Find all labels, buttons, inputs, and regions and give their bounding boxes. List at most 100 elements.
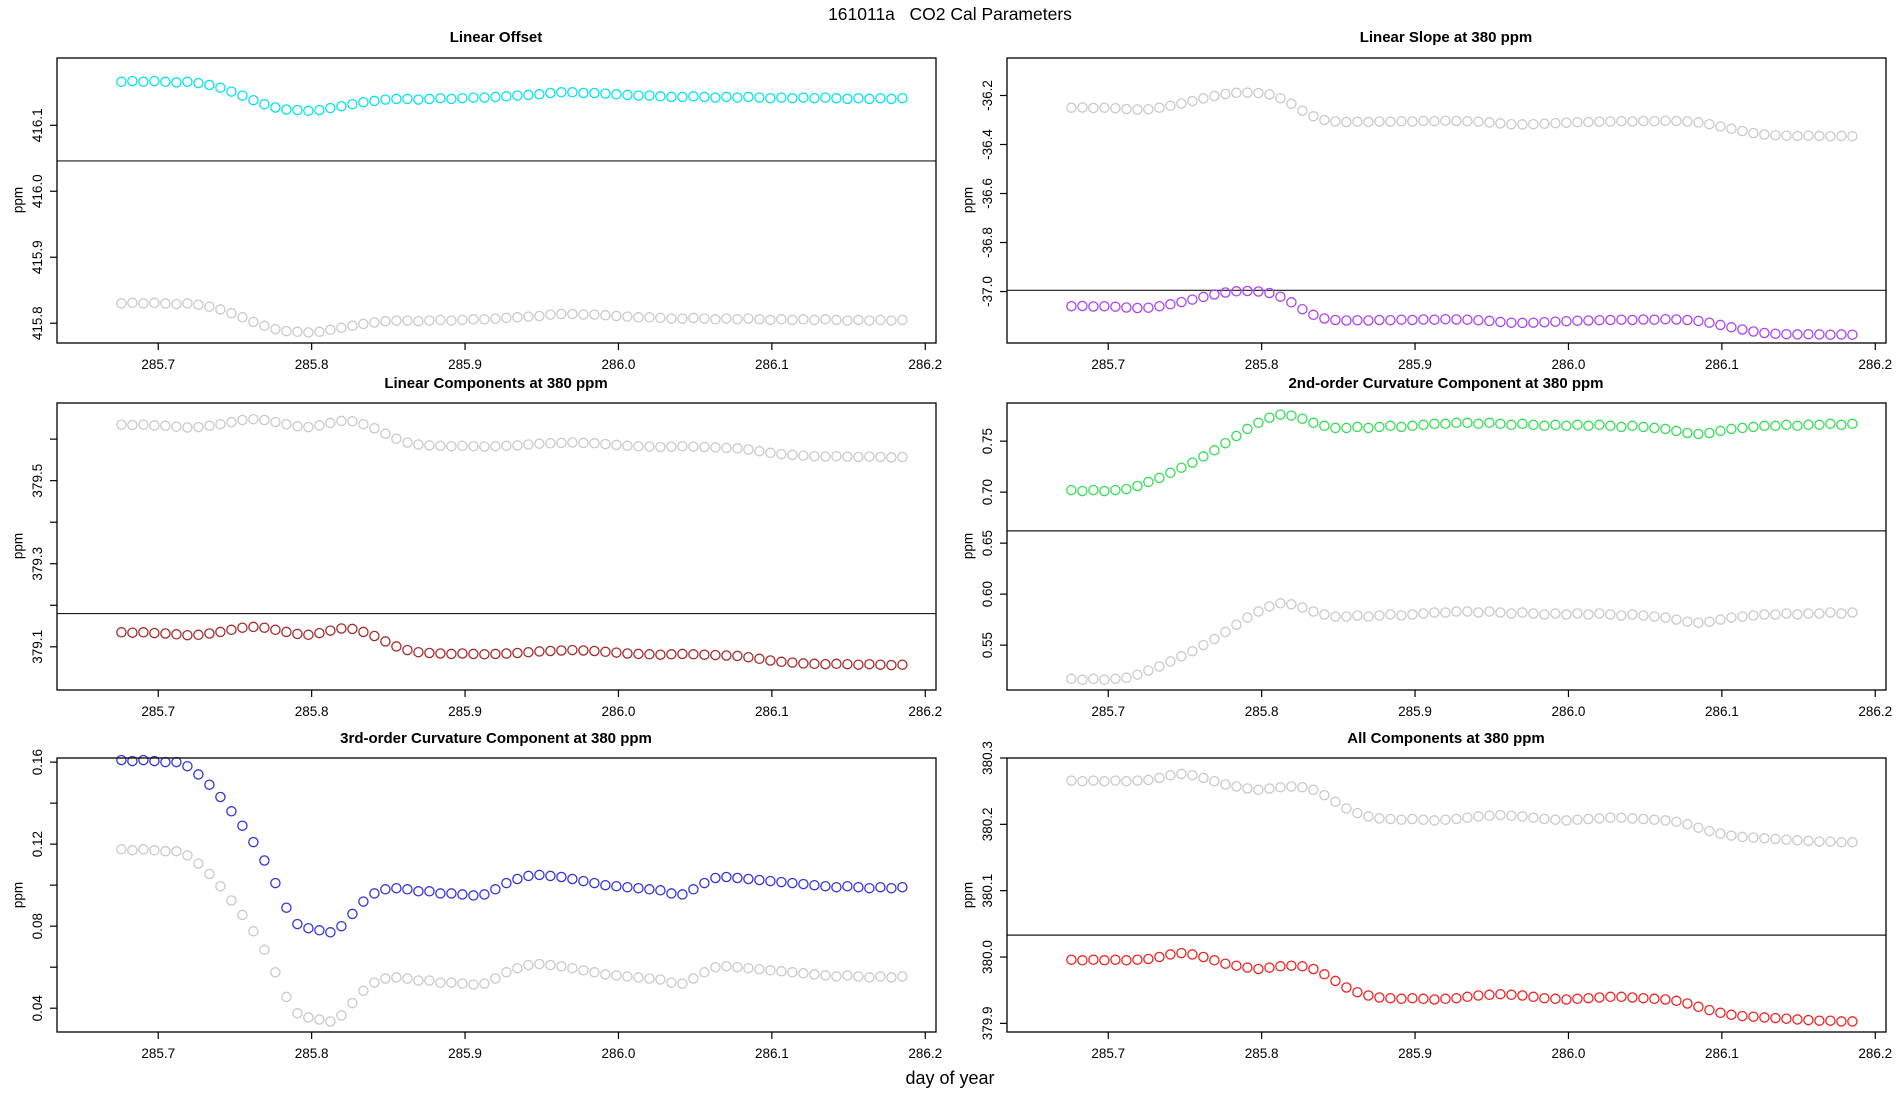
x-tick-label: 285.7 <box>141 357 175 372</box>
y-axis: 379.1 379.3 379.5 <box>30 438 57 664</box>
series-secondary-points <box>116 413 908 463</box>
x-tick-label: 285.8 <box>1245 357 1279 372</box>
x-tick-label: 286.0 <box>602 1046 636 1061</box>
panel-4: 285.7 285.8 285.9 286.0 286.1 286.20.040.080.… <box>30 749 942 1061</box>
x-tick-label: 286.2 <box>908 704 942 719</box>
x-tick-label: 285.7 <box>1091 1046 1125 1061</box>
x-tick-label: 285.9 <box>1398 704 1432 719</box>
x-tick-label: 286.1 <box>755 357 789 372</box>
panel-2: 285.7 285.8 285.9 286.0 286.1 286.2 379.1 379.3… <box>30 402 942 719</box>
x-tick-label: 285.8 <box>1245 704 1279 719</box>
panel-title-3rd-order-curvature: 3rd-order Curvature Component at 380 ppm <box>340 730 652 747</box>
panel-title-linear-slope: Linear Slope at 380 ppm <box>1359 29 1533 46</box>
panel-1: 285.7 285.8 285.9 286.0 286.1 286.2 -37.0 -36.8… <box>980 57 1892 372</box>
x-tick-label: 285.8 <box>1245 1046 1279 1061</box>
y-tick-label: 0.16 <box>30 749 45 775</box>
x-tick-label: 286.1 <box>1705 357 1739 372</box>
y-tick-label: -37.0 <box>980 276 995 307</box>
y-tick-label: -36.8 <box>980 227 995 258</box>
series-primary-points <box>1066 285 1858 340</box>
y-tick-label: 380.0 <box>980 940 995 974</box>
y-tick-label: 380.1 <box>980 874 995 908</box>
y-tick-label: 379.3 <box>30 547 45 581</box>
panel-3: 285.7 285.8 285.9 286.0 286.1 286.20.550.600.… <box>980 402 1892 719</box>
x-tick-label: 286.0 <box>1552 1046 1586 1061</box>
panel-title-linear-components: Linear Components at 380 ppm <box>384 375 608 392</box>
y-tick-label: 416.1 <box>30 108 45 142</box>
series-secondary-points <box>1066 87 1858 142</box>
x-tick-label: 286.2 <box>1858 704 1892 719</box>
figure-title: 161011a CO2 Cal Parameters <box>828 4 1072 24</box>
y-axis-label-panel3: ppm <box>10 532 26 560</box>
y-axis-label-panel2: ppm <box>960 186 976 214</box>
x-tick-label: 285.9 <box>448 704 482 719</box>
y-axis: 379.9 380.0 380.1 380.2 380.3 <box>980 741 1007 1040</box>
panel-5: 285.7 285.8 285.9 286.0 286.1 286.2 379.9 380.0… <box>980 741 1892 1061</box>
panel-title-linear-offset: Linear Offset <box>449 29 543 46</box>
plot-box <box>1006 57 1887 344</box>
y-axis: 415.8 415.9 416.0 416.1 <box>30 108 57 340</box>
x-axis-label-day-of-year: day of year <box>905 1068 995 1088</box>
y-tick-label: 0.65 <box>980 530 995 556</box>
x-tick-label: 285.9 <box>1398 1046 1432 1061</box>
y-tick-label: -36.4 <box>980 129 995 160</box>
x-tick-label: 286.2 <box>1858 357 1892 372</box>
y-tick-label: 0.70 <box>980 479 995 505</box>
x-tick-label: 286.1 <box>755 704 789 719</box>
x-tick-label: 285.8 <box>295 1046 329 1061</box>
x-axis: 285.7 285.8 285.9 286.0 286.1 286.2 <box>1091 343 1892 372</box>
x-tick-label: 285.7 <box>141 1046 175 1061</box>
y-tick-label: 0.60 <box>980 581 995 607</box>
series-secondary-points <box>116 844 908 1027</box>
y-axis: 0.55 0.60 0.65 0.70 0.75 <box>980 428 1007 658</box>
plot-box <box>56 402 937 691</box>
x-axis: 285.7 285.8 285.9 286.0 286.1 286.2 <box>141 343 942 372</box>
y-tick-label: 380.3 <box>980 741 995 775</box>
x-tick-label: 286.0 <box>602 704 636 719</box>
series-primary-points <box>116 75 908 117</box>
y-tick-label: 380.2 <box>980 807 995 841</box>
x-tick-label: 286.1 <box>755 1046 789 1061</box>
y-tick-label: 379.1 <box>30 630 45 664</box>
x-tick-label: 286.0 <box>1552 357 1586 372</box>
panel-title-all-components: All Components at 380 ppm <box>1347 730 1545 747</box>
panel-title-2nd-order-curvature: 2nd-order Curvature Component at 380 ppm <box>1288 375 1604 392</box>
y-axis-label-panel5: ppm <box>10 881 26 909</box>
x-axis: 285.7 285.8 285.9 286.0 286.1 286.2 <box>141 690 942 719</box>
y-tick-label: 415.8 <box>30 306 45 340</box>
x-axis: 285.7 285.8 285.9 286.0 286.1 286.2 <box>141 1032 942 1061</box>
x-tick-label: 286.1 <box>1705 704 1739 719</box>
plot-box <box>56 57 937 344</box>
y-axis-label-panel1: ppm <box>10 186 26 214</box>
x-tick-label: 286.1 <box>1705 1046 1739 1061</box>
y-tick-label: 0.08 <box>30 913 45 939</box>
y-tick-label: 379.5 <box>30 464 45 498</box>
x-tick-label: 286.0 <box>602 357 636 372</box>
series-primary-points <box>116 621 908 671</box>
x-tick-label: 286.2 <box>908 357 942 372</box>
y-axis: -37.0 -36.8 -36.6 -36.4 -36.2 <box>980 80 1007 307</box>
series-primary-points <box>116 754 908 938</box>
y-tick-label: 0.55 <box>980 632 995 658</box>
panel-0: 285.7 285.8 285.9 286.0 286.1 286.2 415.8 415.9… <box>30 57 942 372</box>
y-axis-label-panel4: ppm <box>960 532 976 560</box>
x-tick-label: 285.9 <box>448 357 482 372</box>
x-axis: 285.7 285.8 285.9 286.0 286.1 286.2 <box>1091 1032 1892 1061</box>
y-tick-label: 415.9 <box>30 240 45 274</box>
x-tick-label: 286.2 <box>1858 1046 1892 1061</box>
y-tick-label: 416.0 <box>30 174 45 208</box>
x-axis: 285.7 285.8 285.9 286.0 286.1 286.2 <box>1091 690 1892 719</box>
plot-box <box>1006 402 1887 691</box>
x-tick-label: 285.7 <box>1091 704 1125 719</box>
y-axis-label-panel6: ppm <box>960 881 976 909</box>
x-tick-label: 285.8 <box>295 357 329 372</box>
plot-box <box>1006 757 1887 1033</box>
series-primary-points <box>1066 947 1858 1027</box>
x-tick-label: 285.9 <box>448 1046 482 1061</box>
y-tick-label: 0.75 <box>980 428 995 454</box>
x-tick-label: 285.7 <box>1091 357 1125 372</box>
series-secondary-points <box>1066 598 1858 686</box>
x-tick-label: 285.7 <box>141 704 175 719</box>
